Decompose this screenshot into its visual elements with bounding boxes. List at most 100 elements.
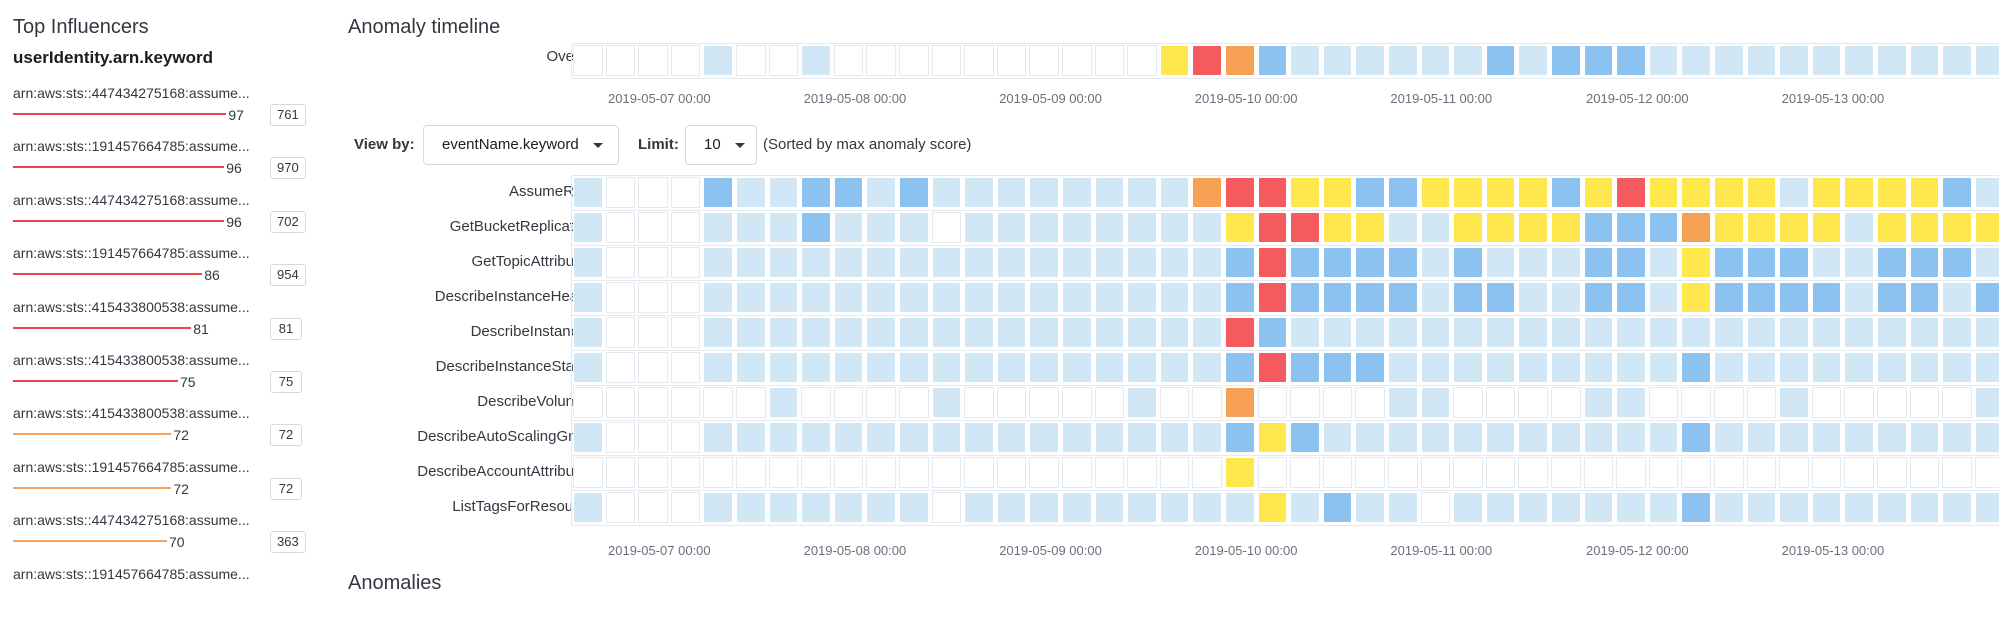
swimlane-cell[interactable] [1681,177,1711,208]
swimlane-cell[interactable] [931,387,962,418]
swimlane-cell[interactable] [996,422,1027,453]
swimlane-cell[interactable] [1225,45,1255,76]
swimlane-cell[interactable] [703,45,733,76]
swimlane-cell[interactable] [1127,457,1157,488]
swimlane-cell[interactable] [1127,177,1157,208]
swimlane-cell[interactable] [1746,212,1777,243]
swimlane-cell[interactable] [1518,352,1548,383]
swimlane-cell[interactable] [1518,387,1548,418]
swimlane-cell[interactable] [768,45,799,76]
swimlane-cell[interactable] [1062,177,1092,208]
influencer-label[interactable]: arn:aws:sts::415433800538:assume... [13,405,250,422]
swimlane-cell[interactable] [1616,45,1646,76]
swimlane-cell[interactable] [866,177,896,208]
swimlane-cell[interactable] [1322,317,1353,348]
swimlane-cell[interactable] [1062,45,1092,76]
swimlane-cell[interactable] [1257,422,1288,453]
swimlane-cell[interactable] [1942,352,1972,383]
swimlane-cell[interactable] [1583,352,1614,383]
swimlane-cell[interactable] [1225,282,1255,313]
swimlane-cell[interactable] [1974,457,1999,488]
swimlane-cell[interactable] [1127,212,1157,243]
swimlane-cell[interactable] [1909,317,1940,348]
swimlane-cell[interactable] [1485,352,1516,383]
swimlane-cell[interactable] [1974,212,1999,243]
swimlane-cell[interactable] [1094,387,1125,418]
swimlane-cell[interactable] [996,247,1027,278]
swimlane-cell[interactable] [573,492,603,523]
swimlane-cell[interactable] [573,212,603,243]
swimlane-cell[interactable] [1844,212,1874,243]
swimlane-cell[interactable] [1811,282,1842,313]
swimlane-cell[interactable] [1681,352,1711,383]
swimlane-cell[interactable] [1714,282,1744,313]
swimlane-cell[interactable] [1094,457,1125,488]
swimlane-cell[interactable] [1616,212,1646,243]
swimlane-cell[interactable] [1811,247,1842,278]
swimlane-cell[interactable] [1616,247,1646,278]
swimlane-cell[interactable] [964,212,994,243]
swimlane-cell[interactable] [1518,317,1548,348]
swimlane-cell[interactable] [703,352,733,383]
swimlane-cell[interactable] [833,282,864,313]
swimlane-cell[interactable] [1518,212,1548,243]
swimlane-cell[interactable] [1388,282,1418,313]
influencer-label[interactable]: arn:aws:sts::191457664785:assume... [13,458,250,475]
swimlane-cell[interactable] [1420,282,1451,313]
swimlane-cell[interactable] [768,457,799,488]
swimlane-cell[interactable] [1225,247,1255,278]
swimlane-cell[interactable] [1355,422,1385,453]
swimlane-cell[interactable] [1453,457,1483,488]
swimlane-cell[interactable] [866,492,896,523]
swimlane-cell[interactable] [638,457,668,488]
swimlane-cell[interactable] [1877,352,1907,383]
swimlane-cell[interactable] [1420,387,1451,418]
swimlane-cell[interactable] [638,422,668,453]
swimlane-cell[interactable] [1583,492,1614,523]
swimlane-cell[interactable] [736,45,766,76]
swimlane-cell[interactable] [638,387,668,418]
swimlane-cell[interactable] [1583,247,1614,278]
swimlane-cell[interactable] [1714,422,1744,453]
swimlane-cell[interactable] [1779,45,1809,76]
influencer-item[interactable]: arn:aws:sts::191457664785:assume... 86 954 [13,245,313,298]
swimlane-cell[interactable] [996,317,1027,348]
swimlane-row-label[interactable]: DescribeInstances [470,323,594,340]
swimlane-cell[interactable] [638,492,668,523]
swimlane-cell[interactable] [670,177,701,208]
swimlane-cell[interactable] [736,352,766,383]
swimlane-cell[interactable] [1714,457,1744,488]
swimlane-cell[interactable] [1159,492,1190,523]
influencer-item[interactable]: arn:aws:sts::447434275168:assume... 96 702 [13,192,313,245]
swimlane-cell[interactable] [1648,317,1679,348]
swimlane-cell[interactable] [1942,212,1972,243]
influencer-item[interactable]: arn:aws:sts::415433800538:assume... 81 81 [13,299,313,352]
swimlane-cell[interactable] [964,387,994,418]
swimlane-cell[interactable] [573,457,603,488]
swimlane-cell[interactable] [1290,177,1320,208]
swimlane-cell[interactable] [1290,387,1320,418]
swimlane-cell[interactable] [1127,282,1157,313]
swimlane-cell[interactable] [1648,45,1679,76]
influencer-label[interactable]: arn:aws:sts::447434275168:assume... [13,85,250,101]
swimlane-cell[interactable] [1290,282,1320,313]
swimlane-cell[interactable] [1714,212,1744,243]
swimlane-cell[interactable] [1648,422,1679,453]
swimlane-row-label[interactable]: DescribeInstanceStatus [435,358,594,375]
swimlane-cell[interactable] [801,457,831,488]
swimlane-cell[interactable] [1257,457,1288,488]
swimlane-cell[interactable] [1909,492,1940,523]
swimlane-cell[interactable] [1388,45,1418,76]
swimlane-cell[interactable] [1192,387,1222,418]
swimlane-cell[interactable] [1322,177,1353,208]
swimlane-cell[interactable] [1714,317,1744,348]
swimlane-cell[interactable] [1290,212,1320,243]
swimlane-cell[interactable] [899,177,929,208]
swimlane-cell[interactable] [1551,317,1581,348]
swimlane-cell[interactable] [1290,492,1320,523]
swimlane-cell[interactable] [1746,317,1777,348]
swimlane-cell[interactable] [1485,317,1516,348]
swimlane-cell[interactable] [1062,247,1092,278]
swimlane-cell[interactable] [1974,177,1999,208]
swimlane-cell[interactable] [1159,247,1190,278]
